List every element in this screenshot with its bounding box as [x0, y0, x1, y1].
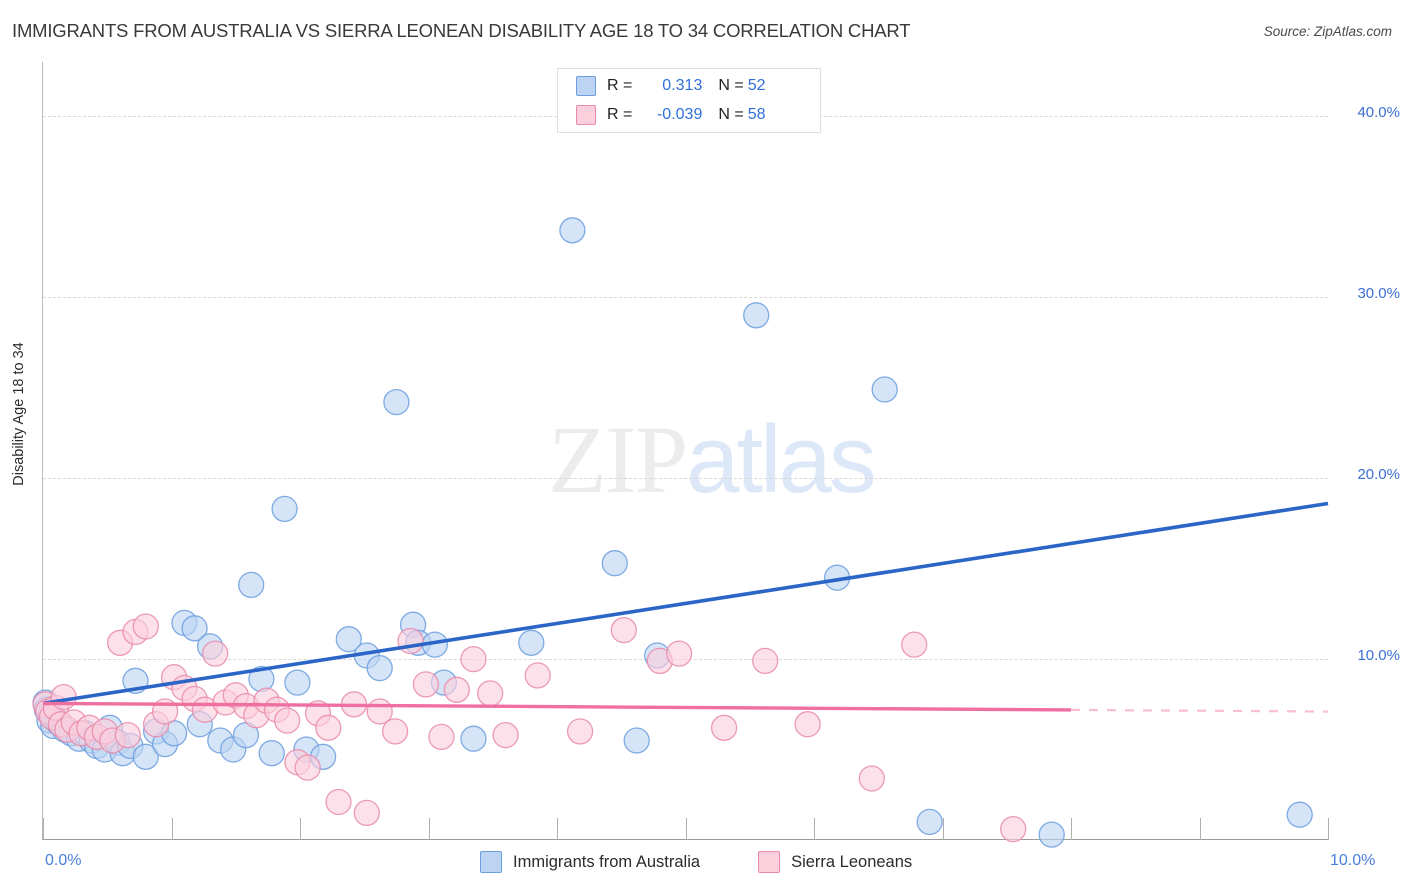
data-point — [273, 707, 301, 734]
trend-line-solid — [42, 701, 1072, 712]
x-tick-label-max: 10.0% — [1330, 852, 1376, 869]
data-point — [916, 808, 943, 836]
gridline — [43, 478, 1328, 480]
data-point — [559, 217, 586, 244]
pink-r-label: R = — [607, 106, 633, 123]
data-point — [181, 615, 208, 642]
trend-line-solid — [42, 501, 1329, 706]
data-point — [871, 376, 898, 403]
data-point — [202, 640, 229, 667]
data-point — [665, 640, 693, 667]
data-point — [518, 629, 545, 656]
x-axis-tick — [43, 818, 44, 840]
x-axis-tick — [814, 818, 815, 840]
data-point — [335, 626, 362, 653]
source-label: Source: ZipAtlas.com — [1263, 24, 1392, 39]
data-point — [383, 388, 410, 416]
data-point — [366, 654, 393, 682]
data-point — [132, 613, 159, 640]
x-axis-tick — [300, 818, 301, 840]
data-point — [428, 723, 455, 751]
x-axis-tick — [685, 818, 687, 840]
x-tick-label-min: 0.0% — [45, 852, 82, 869]
data-point — [752, 647, 779, 675]
blue-n-value: 52 — [747, 77, 766, 94]
data-point — [901, 631, 928, 658]
data-point — [601, 550, 628, 577]
data-point — [710, 714, 738, 741]
data-point — [460, 725, 487, 752]
data-point — [1286, 801, 1313, 828]
x-axis-tick — [1199, 818, 1201, 840]
legend-label-blue: Immigrants from Australia — [513, 852, 701, 871]
data-point — [114, 721, 141, 749]
data-point — [566, 718, 594, 745]
data-point — [743, 302, 770, 329]
legend-swatch-pink-icon — [758, 851, 781, 873]
page-title: IMMIGRANTS FROM AUSTRALIA VS SIERRA LEON… — [12, 20, 911, 41]
data-point — [294, 754, 321, 781]
x-axis-tick — [557, 818, 558, 840]
data-point — [858, 765, 885, 792]
x-axis-tick — [1071, 818, 1072, 840]
data-point — [492, 721, 519, 749]
y-tick-label: 40.0% — [1357, 104, 1400, 122]
pink-n-value: 58 — [747, 106, 766, 123]
pink-r-value: -0.039 — [656, 106, 703, 123]
correlation-stats-box: R = 0.313 N = 52 R = -0.039 N = 58 — [557, 68, 821, 133]
data-point — [381, 718, 409, 745]
pink-swatch-icon — [576, 105, 596, 125]
y-axis-line — [42, 62, 43, 840]
data-point — [460, 645, 487, 673]
x-axis-tick — [171, 818, 173, 840]
x-axis-tick — [1328, 818, 1329, 840]
chart-legend: Immigrants from Australia Sierra Leonean… — [480, 851, 912, 873]
data-point — [284, 669, 311, 696]
data-point — [238, 571, 265, 599]
legend-swatch-blue-icon — [480, 851, 502, 873]
data-point — [271, 495, 298, 523]
data-point — [412, 671, 440, 698]
data-point — [1038, 821, 1065, 848]
data-point — [353, 799, 380, 827]
x-axis-tick — [428, 818, 430, 840]
x-axis-tick — [942, 818, 944, 840]
stats-row-blue: R = 0.313 N = 52 — [558, 72, 765, 100]
data-point — [623, 727, 650, 754]
pink-n-label: N = — [718, 106, 744, 123]
data-point — [315, 714, 342, 741]
stats-row-pink: R = -0.039 N = 58 — [558, 101, 765, 129]
blue-swatch-icon — [576, 76, 596, 96]
data-point — [610, 616, 637, 644]
data-point — [794, 711, 821, 738]
legend-item-immigrants-from-australia[interactable]: Immigrants from Australia — [480, 851, 700, 873]
trend-line-dashed — [1070, 708, 1329, 713]
y-tick-label: 30.0% — [1357, 285, 1400, 303]
data-point — [443, 676, 470, 703]
legend-label-pink: Sierra Leoneans — [791, 852, 913, 871]
y-tick-label: 10.0% — [1357, 647, 1400, 665]
data-point — [1000, 815, 1027, 843]
data-point — [524, 662, 551, 689]
data-point — [325, 788, 352, 816]
y-tick-label: 20.0% — [1357, 466, 1400, 484]
gridline — [43, 297, 1328, 299]
data-point — [258, 740, 285, 767]
blue-r-value: 0.313 — [662, 77, 703, 94]
blue-n-label: N = — [718, 77, 744, 94]
data-point — [132, 743, 159, 770]
blue-r-label: R = — [607, 77, 633, 94]
legend-item-sierra-leoneans[interactable]: Sierra Leoneans — [758, 851, 912, 873]
